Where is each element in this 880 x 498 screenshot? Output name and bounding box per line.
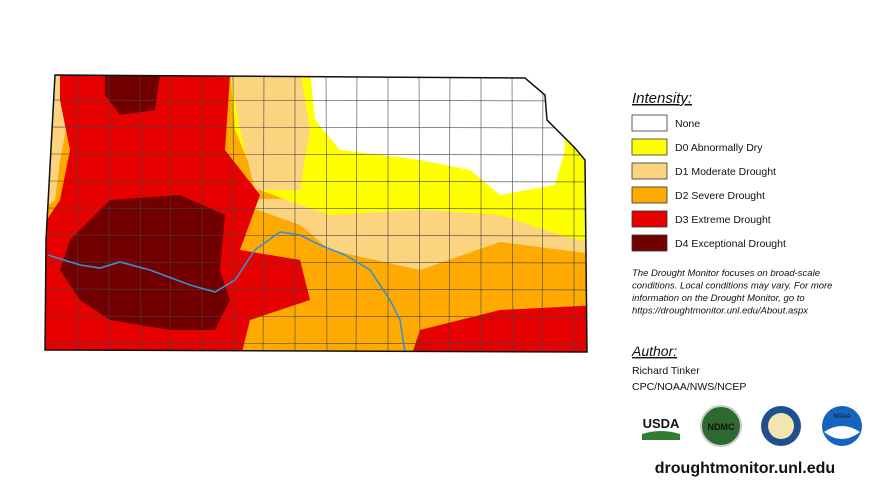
- county-line: [45, 180, 587, 183]
- county-line: [45, 99, 587, 102]
- author-title: Author:: [631, 343, 677, 359]
- legend-swatch: [631, 186, 668, 204]
- legend-title: Intensity:: [632, 90, 692, 107]
- state-outline: [44, 74, 588, 353]
- logo-inner: [768, 413, 794, 439]
- county-line: [45, 153, 587, 156]
- county-line: [169, 75, 172, 352]
- county-line: [541, 75, 544, 352]
- note: The Drought Monitor focuses on broad-sca…: [632, 268, 832, 317]
- legend-swatch: [631, 138, 668, 156]
- usda-logo: USDA: [640, 410, 682, 440]
- author-name: Richard Tinker: [632, 365, 700, 377]
- legend-label: D0 Abnormally Dry: [675, 142, 763, 154]
- county-line: [45, 126, 587, 129]
- legend-swatch: [631, 114, 668, 132]
- ndmc-logo: NDMC: [700, 405, 742, 447]
- legend-swatch: [631, 234, 668, 252]
- county-line: [45, 261, 587, 264]
- d3-area: [410, 305, 587, 352]
- county-line: [325, 75, 328, 352]
- note-line: information on the Drought Monitor, go t…: [632, 293, 805, 304]
- river: [47, 231, 406, 352]
- legend-label: D4 Exceptional Drought: [675, 238, 786, 250]
- d4-area: [60, 195, 230, 330]
- county-line: [448, 75, 451, 352]
- county-line: [511, 75, 514, 352]
- legend: None D0 Abnormally Dry D1 Moderate Drought…: [631, 114, 786, 252]
- legend-label: None: [675, 118, 700, 130]
- note-line: The Drought Monitor focuses on broad-sca…: [632, 268, 820, 279]
- county-line: [139, 75, 142, 352]
- county-line: [45, 342, 587, 345]
- d1-area: [230, 75, 310, 190]
- legend-label: D2 Severe Drought: [675, 190, 765, 202]
- url: droughtmonitor.unl.edu: [655, 460, 835, 477]
- author-org: CPC/NOAA/NWS/NCEP: [632, 381, 746, 393]
- note-line: https://droughtmonitor.unl.edu/About.asp…: [632, 306, 809, 317]
- county-line: [45, 234, 587, 237]
- county-line: [262, 75, 265, 352]
- legend-label: D1 Moderate Drought: [675, 166, 776, 178]
- legend-label: D3 Extreme Drought: [675, 214, 771, 226]
- doc-logo: [761, 406, 801, 446]
- logo-hill: [642, 431, 680, 440]
- logo-text: USDA: [643, 416, 680, 431]
- county-line: [45, 288, 587, 291]
- kansas-map: [45, 75, 587, 352]
- county-line: [232, 75, 235, 352]
- none-area: [310, 75, 565, 195]
- legend-swatch: [631, 210, 668, 228]
- logo-text: NOAA: [833, 414, 850, 420]
- note-line: conditions. Local conditions may vary. F…: [632, 281, 832, 292]
- logo-bird: [824, 426, 860, 439]
- county-line: [76, 75, 79, 352]
- county-line: [45, 315, 587, 318]
- logo-text: NDMC: [708, 422, 735, 432]
- logo-circle: [700, 405, 742, 447]
- legend-swatch: [631, 162, 668, 180]
- county-lines: [45, 75, 587, 352]
- county-line: [418, 75, 421, 352]
- county-line: [355, 75, 358, 352]
- county-line: [45, 207, 587, 210]
- noaa-logo: NOAA: [822, 406, 862, 446]
- d4-area: [105, 75, 160, 115]
